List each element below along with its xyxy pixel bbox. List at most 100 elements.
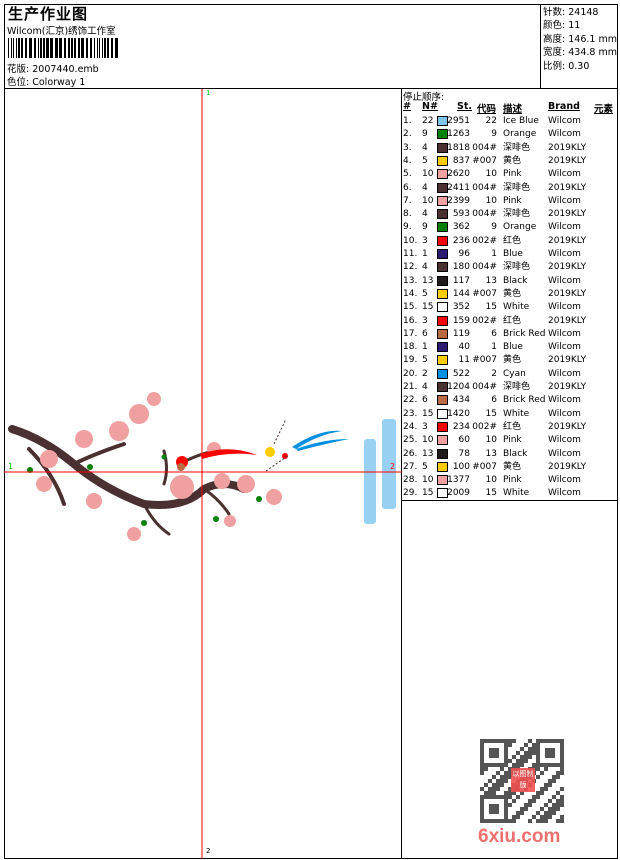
row-stitches: 11 — [458, 355, 470, 366]
page-title: 生产作业图 — [8, 5, 89, 23]
row-brand: Wilcom — [548, 475, 581, 486]
qr-code-image — [480, 739, 564, 823]
row-brand: Wilcom — [548, 368, 581, 379]
row-desc: 黄色 — [503, 461, 522, 472]
row-brand: Wilcom — [548, 448, 581, 459]
row-desc: Blue — [503, 249, 523, 259]
row-brand: 2019KLY — [548, 142, 587, 153]
row-num: 27. — [403, 461, 418, 472]
calligraphy — [364, 419, 396, 524]
barcode — [8, 38, 118, 58]
row-code: 15 — [485, 488, 497, 499]
color-swatch — [437, 195, 448, 206]
row-brand: Wilcom — [548, 275, 581, 286]
row-code: 6 — [491, 395, 497, 406]
row-stitches: 2009 — [447, 488, 470, 499]
file-label: 花版: — [7, 64, 30, 75]
row-num: 16. — [403, 315, 418, 326]
watermark-site: 6xiu.com — [478, 826, 561, 847]
row-brand: Wilcom — [548, 488, 581, 499]
row-brand: Wilcom — [548, 342, 581, 353]
table-row: 8. 4 593 004# 深啡色 2019KLY — [402, 208, 618, 221]
row-stitches: 119 — [452, 328, 470, 339]
row-num: 28. — [403, 475, 418, 486]
row-brand: Wilcom — [548, 395, 581, 406]
table-row: 24. 3 234 002# 红色 2019KLY — [402, 421, 618, 434]
row-needle: 5 — [422, 461, 428, 472]
color-swatch — [437, 222, 448, 233]
row-num: 7. — [403, 195, 412, 206]
row-needle: 15 — [422, 488, 434, 499]
row-brand: Wilcom — [548, 408, 581, 419]
row-stitches: 40 — [458, 342, 470, 353]
row-desc: 黄色 — [503, 155, 522, 166]
row-stitches: 434 — [452, 395, 470, 406]
info-scale: 比例: 0.30 — [543, 60, 590, 72]
row-num: 25. — [403, 435, 418, 446]
row-code: #007 — [472, 355, 497, 366]
row-stitches: 2951 — [447, 116, 470, 126]
color-swatch — [437, 142, 448, 153]
row-desc: 深啡色 — [503, 142, 531, 153]
row-needle: 5 — [422, 288, 428, 299]
row-desc: White — [503, 408, 530, 419]
table-row: 9. 9 362 9 Orange Wilcom — [402, 221, 618, 234]
row-desc: Orange — [503, 222, 537, 233]
row-desc: Cyan — [503, 368, 526, 379]
row-desc: Black — [503, 275, 528, 286]
table-row: 19. 5 11 #007 黄色 2019KLY — [402, 354, 618, 367]
row-num: 24. — [403, 421, 418, 432]
row-desc: White — [503, 302, 530, 313]
row-num: 10. — [403, 235, 418, 246]
color-swatch — [437, 382, 448, 392]
color-swatch — [437, 315, 448, 326]
col-num: # — [403, 101, 411, 112]
row-num: 21. — [403, 382, 418, 392]
row-needle: 3 — [422, 421, 428, 432]
row-stitches: 234 — [452, 421, 470, 432]
color-swatch — [437, 435, 448, 446]
color-swatch — [437, 288, 448, 299]
seal-stamp: 以图制版 — [511, 768, 535, 792]
row-needle: 3 — [422, 315, 428, 326]
table-row: 22. 6 434 6 Brick Red Wilcom — [402, 394, 618, 407]
row-code: 13 — [485, 448, 497, 459]
row-stitches: 236 — [452, 235, 470, 246]
row-brand: 2019KLY — [548, 421, 587, 432]
row-num: 13. — [403, 275, 418, 286]
color-swatch — [437, 488, 448, 499]
table-row: 11. 1 96 1 Blue Wilcom — [402, 248, 618, 261]
table-row: 17. 6 119 6 Brick Red Wilcom — [402, 328, 618, 341]
row-stitches: 362 — [452, 222, 470, 233]
row-needle: 4 — [422, 142, 428, 153]
row-num: 22. — [403, 395, 418, 406]
color-swatch — [437, 328, 448, 339]
row-code: 004# — [472, 182, 497, 193]
row-stitches: 117 — [452, 275, 470, 286]
col-element: 元素 — [594, 104, 614, 115]
row-brand: 2019KLY — [548, 382, 587, 392]
row-needle: 1 — [422, 249, 428, 259]
row-brand: Wilcom — [548, 328, 581, 339]
row-stitches: 2620 — [447, 169, 470, 180]
row-needle: 10 — [422, 169, 434, 180]
info-colors: 颜色: 11 — [543, 20, 581, 32]
row-num: 3. — [403, 142, 412, 153]
row-code: #007 — [472, 155, 497, 166]
row-desc: 红色 — [503, 421, 522, 432]
row-desc: Brick Red — [503, 328, 546, 339]
row-code: 002# — [472, 421, 497, 432]
row-needle: 4 — [422, 182, 428, 193]
row-needle: 10 — [422, 195, 434, 206]
row-desc: 红色 — [503, 315, 522, 326]
table-row: 6. 4 2411 004# 深啡色 2019KLY — [402, 182, 618, 195]
row-num: 12. — [403, 262, 418, 273]
row-stitches: 1818 — [447, 142, 470, 153]
table-row: 12. 4 180 004# 深啡色 2019KLY — [402, 261, 618, 274]
row-code: #007 — [472, 288, 497, 299]
row-brand: 2019KLY — [548, 209, 587, 220]
table-row: 14. 5 144 #007 黄色 2019KLY — [402, 288, 618, 301]
row-needle: 10 — [422, 435, 434, 446]
row-stitches: 159 — [452, 315, 470, 326]
row-desc: 深啡色 — [503, 262, 531, 273]
